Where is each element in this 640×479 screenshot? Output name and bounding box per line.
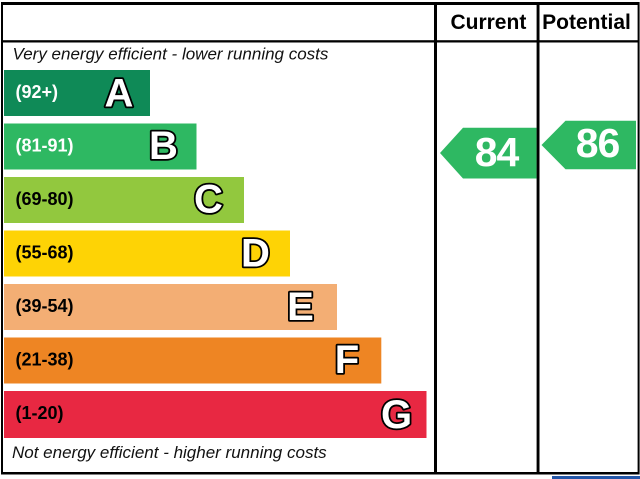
svg-text:Potential: Potential xyxy=(542,11,631,34)
svg-text:Current: Current xyxy=(450,11,526,34)
svg-text:Not energy efficient - higher: Not energy efficient - higher running co… xyxy=(12,443,327,462)
svg-text:(21-38): (21-38) xyxy=(16,350,74,370)
svg-text:(81-91): (81-91) xyxy=(16,136,74,156)
svg-text:Very energy efficient - lower: Very energy efficient - lower running co… xyxy=(13,45,329,64)
svg-text:E: E xyxy=(287,285,314,329)
svg-text:(39-54): (39-54) xyxy=(16,296,74,316)
svg-text:A: A xyxy=(105,72,134,116)
svg-text:84: 84 xyxy=(475,129,520,175)
svg-text:B: B xyxy=(149,124,178,168)
svg-text:(69-80): (69-80) xyxy=(16,189,74,209)
svg-text:F: F xyxy=(335,338,359,382)
svg-text:G: G xyxy=(381,393,412,437)
svg-text:D: D xyxy=(241,232,270,276)
svg-text:(1-20): (1-20) xyxy=(16,403,64,423)
svg-text:(92+): (92+) xyxy=(16,82,59,102)
svg-text:C: C xyxy=(194,178,223,222)
svg-text:86: 86 xyxy=(576,120,620,166)
svg-text:(55-68): (55-68) xyxy=(16,243,74,263)
